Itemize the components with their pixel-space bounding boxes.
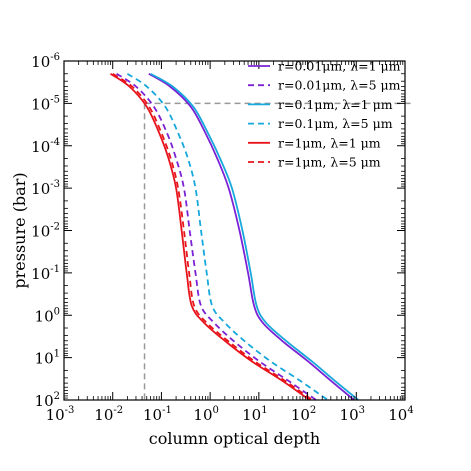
series-layer [109,72,359,401]
tick-base: 10 [94,406,113,424]
tick-base: 10 [46,406,65,424]
legend-label-2: r=0.01μm, λ=5 μm [278,78,401,93]
y-tick-label: 102 [35,391,60,410]
legend-label-3: r=0.1μm, λ=1 μm [278,97,393,112]
series-line-6 [112,72,313,401]
tick-base: 10 [31,95,50,113]
y-tick-label: 10-2 [31,222,60,241]
x-tick-labels: 10-3 10-2 10-1 100 101 102 103 104 [46,405,414,424]
x-tick-label: 102 [291,405,316,424]
series-line-2 [116,73,317,401]
tick-base: 10 [31,180,50,198]
tick-exponent: -2 [50,222,60,233]
x-tick-label: 10-3 [46,405,75,424]
y-tick-label: 100 [35,306,60,325]
y-tick-label: 10-4 [31,137,60,156]
tick-exponent: 4 [407,405,413,416]
y-tick-label: 10-5 [31,94,60,113]
tick-exponent: -3 [65,405,75,416]
tick-exponent: 0 [54,306,60,317]
major-ticks [63,60,406,401]
tick-base: 10 [242,406,261,424]
y-axis-label: pressure (bar) [10,172,29,288]
x-tick-label: 100 [193,405,218,424]
tick-base: 10 [35,392,54,410]
series-line-3 [150,72,359,401]
tick-exponent: -3 [50,179,60,190]
series-line-1 [148,72,355,401]
tick-base: 10 [31,53,50,71]
tick-base: 10 [31,138,50,156]
y-tick-label: 10-6 [31,52,60,71]
x-tick-label: 10-1 [143,405,172,424]
tick-exponent: 2 [310,405,316,416]
tick-base: 10 [35,350,54,368]
x-tick-label: 101 [242,405,267,424]
tick-exponent: 0 [213,405,219,416]
legend-label-6: r=1μm, λ=5 μm [278,155,381,170]
tick-base: 10 [31,265,50,283]
tick-exponent: 1 [54,349,60,360]
tick-base: 10 [31,223,50,241]
y-tick-label: 10-1 [31,264,60,283]
tick-exponent: -1 [162,405,172,416]
legend-label-1: r=0.01μm, λ=1 μm [278,59,401,74]
series-line-4 [126,73,329,401]
tick-exponent: 3 [359,405,365,416]
y-tick-label: 101 [35,349,60,368]
tick-exponent: -1 [50,264,60,275]
tick-base: 10 [388,406,407,424]
tick-base: 10 [193,406,212,424]
tick-base: 10 [340,406,359,424]
tick-exponent: 1 [261,405,267,416]
series-line-5 [109,73,311,401]
tick-exponent: 2 [54,391,60,402]
legend-label-4: r=0.1μm, λ=5 μm [278,116,393,131]
tick-base: 10 [35,307,54,325]
legend-label-5: r=1μm, λ=1 μm [278,135,381,150]
tick-base: 10 [143,406,162,424]
tick-exponent: -5 [50,94,60,105]
x-tick-label: 10-2 [94,405,123,424]
x-axis-label: column optical depth [149,429,320,448]
tick-exponent: -4 [50,137,60,148]
minor-ticks [64,61,405,400]
x-tick-label: 104 [388,405,413,424]
x-tick-label: 103 [340,405,365,424]
tick-base: 10 [291,406,310,424]
tick-exponent: -2 [113,405,123,416]
tick-exponent: -6 [50,52,60,63]
y-tick-label: 10-3 [31,179,60,198]
legend: r=0.01μm, λ=1 μm r=0.01μm, λ=5 μm r=0.1μm,… [248,59,401,170]
